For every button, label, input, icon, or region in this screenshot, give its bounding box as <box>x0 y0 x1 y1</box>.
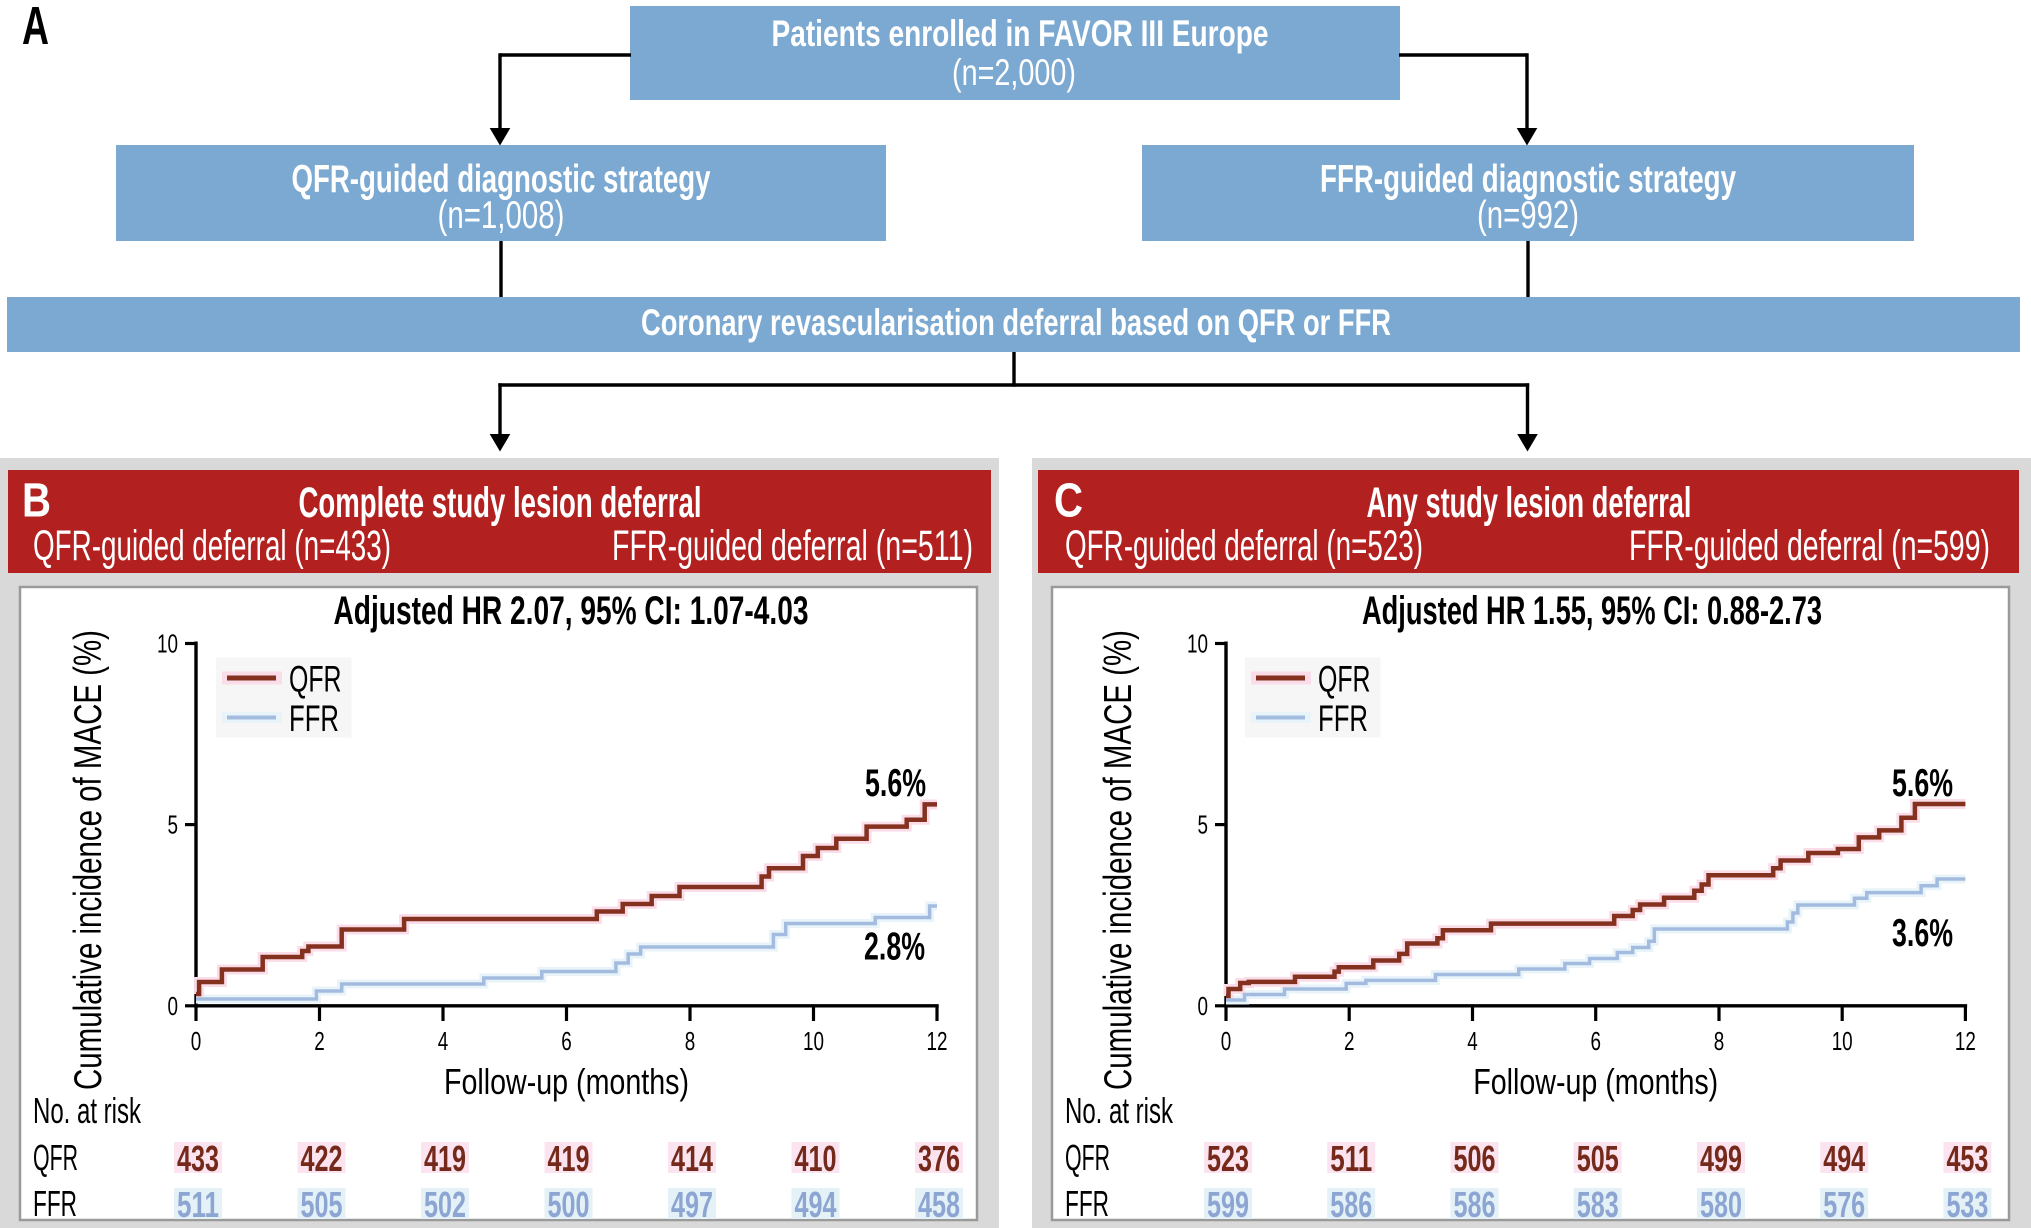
svg-text:10: 10 <box>1832 1028 1853 1056</box>
svg-text:12: 12 <box>927 1028 948 1056</box>
svg-text:A: A <box>22 0 49 56</box>
svg-text:FFR: FFR <box>1318 698 1368 739</box>
svg-text:10: 10 <box>1187 631 1208 659</box>
svg-text:12: 12 <box>1955 1028 1976 1056</box>
svg-text:410: 410 <box>795 1138 837 1179</box>
svg-text:4: 4 <box>1467 1028 1478 1056</box>
svg-text:0: 0 <box>1221 1028 1232 1056</box>
svg-text:5.6%: 5.6% <box>865 762 926 805</box>
svg-text:5.6%: 5.6% <box>1892 762 1953 805</box>
svg-text:586: 586 <box>1330 1184 1372 1225</box>
svg-text:QFR-guided deferral (n=433): QFR-guided deferral (n=433) <box>33 522 391 570</box>
svg-text:2: 2 <box>314 1028 325 1056</box>
svg-text:586: 586 <box>1453 1184 1495 1225</box>
svg-text:8: 8 <box>685 1028 696 1056</box>
svg-text:458: 458 <box>918 1184 960 1225</box>
svg-text:497: 497 <box>671 1184 713 1225</box>
svg-text:5: 5 <box>1198 812 1209 840</box>
svg-text:576: 576 <box>1823 1184 1865 1225</box>
svg-text:(n=992): (n=992) <box>1477 194 1579 237</box>
svg-text:2.8%: 2.8% <box>864 926 925 969</box>
svg-text:6: 6 <box>1590 1028 1601 1056</box>
svg-text:FFR: FFR <box>33 1183 77 1224</box>
svg-text:453: 453 <box>1946 1138 1988 1179</box>
svg-text:414: 414 <box>671 1138 713 1179</box>
svg-text:No. at risk: No. at risk <box>1065 1090 1174 1131</box>
svg-text:376: 376 <box>918 1138 960 1179</box>
svg-text:No. at risk: No. at risk <box>33 1090 142 1131</box>
svg-text:QFR: QFR <box>1065 1137 1110 1178</box>
svg-text:500: 500 <box>548 1184 590 1225</box>
svg-text:Adjusted HR 1.55, 95% CI: 0.88: Adjusted HR 1.55, 95% CI: 0.88-2.73 <box>1362 589 1822 633</box>
svg-text:533: 533 <box>1946 1184 1988 1225</box>
svg-text:583: 583 <box>1577 1184 1619 1225</box>
svg-text:502: 502 <box>424 1184 466 1225</box>
svg-text:506: 506 <box>1453 1138 1495 1179</box>
svg-text:580: 580 <box>1700 1184 1742 1225</box>
svg-text:2: 2 <box>1344 1028 1355 1056</box>
svg-text:Follow-up (months): Follow-up (months) <box>444 1061 689 1102</box>
svg-text:505: 505 <box>1577 1138 1619 1179</box>
svg-text:505: 505 <box>301 1184 343 1225</box>
svg-text:FFR-guided deferral (n=511): FFR-guided deferral (n=511) <box>612 522 973 570</box>
svg-text:494: 494 <box>1823 1138 1865 1179</box>
svg-text:C: C <box>1054 475 1083 528</box>
svg-text:419: 419 <box>424 1138 466 1179</box>
svg-text:422: 422 <box>301 1138 343 1179</box>
svg-text:499: 499 <box>1700 1138 1742 1179</box>
svg-text:4: 4 <box>438 1028 449 1056</box>
svg-text:FFR-guided deferral (n=599): FFR-guided deferral (n=599) <box>1629 522 1990 570</box>
svg-text:Complete study lesion deferral: Complete study lesion deferral <box>299 479 702 527</box>
svg-text:0: 0 <box>168 993 179 1021</box>
svg-text:Follow-up (months): Follow-up (months) <box>1473 1061 1718 1102</box>
svg-text:10: 10 <box>803 1028 824 1056</box>
svg-text:494: 494 <box>795 1184 837 1225</box>
svg-text:0: 0 <box>191 1028 202 1056</box>
svg-text:523: 523 <box>1207 1138 1249 1179</box>
svg-text:0: 0 <box>1198 993 1209 1021</box>
svg-text:511: 511 <box>1330 1138 1372 1179</box>
svg-text:511: 511 <box>177 1184 219 1225</box>
svg-text:5: 5 <box>168 812 179 840</box>
svg-text:8: 8 <box>1714 1028 1725 1056</box>
svg-text:599: 599 <box>1207 1184 1249 1225</box>
svg-text:FFR: FFR <box>1065 1183 1109 1224</box>
svg-text:QFR-guided diagnostic strategy: QFR-guided diagnostic strategy <box>292 158 711 201</box>
svg-text:10: 10 <box>157 631 178 659</box>
svg-text:Any study lesion deferral: Any study lesion deferral <box>1367 479 1692 527</box>
svg-text:Cumulative incidence of MACE (: Cumulative incidence of MACE (%) <box>67 630 110 1090</box>
svg-text:QFR-guided deferral (n=523): QFR-guided deferral (n=523) <box>1065 522 1423 570</box>
svg-text:Patients enrolled in FAVOR III: Patients enrolled in FAVOR III Europe <box>772 13 1269 54</box>
svg-text:B: B <box>22 475 51 528</box>
svg-text:QFR: QFR <box>289 659 342 700</box>
svg-text:6: 6 <box>561 1028 572 1056</box>
svg-text:(n=2,000): (n=2,000) <box>952 52 1076 93</box>
svg-text:419: 419 <box>548 1138 590 1179</box>
svg-text:FFR: FFR <box>289 698 339 739</box>
svg-text:433: 433 <box>177 1138 219 1179</box>
svg-text:3.6%: 3.6% <box>1892 912 1953 955</box>
svg-text:QFR: QFR <box>33 1137 78 1178</box>
svg-text:(n=1,008): (n=1,008) <box>438 194 565 237</box>
svg-text:Coronary revascularisation def: Coronary revascularisation deferral base… <box>641 302 1391 343</box>
svg-text:Adjusted HR 2.07, 95% CI: 1.07: Adjusted HR 2.07, 95% CI: 1.07-4.03 <box>334 589 809 633</box>
svg-text:QFR: QFR <box>1318 659 1371 700</box>
svg-text:Cumulative incidence of MACE (: Cumulative incidence of MACE (%) <box>1097 630 1140 1090</box>
svg-text:FFR-guided diagnostic strategy: FFR-guided diagnostic strategy <box>1320 158 1736 201</box>
